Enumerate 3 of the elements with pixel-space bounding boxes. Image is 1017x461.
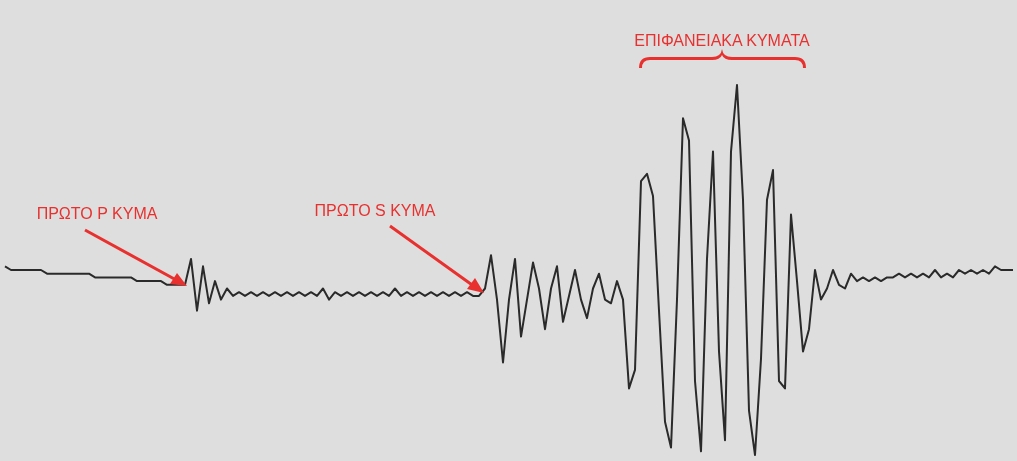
- text: ΕΠΙΦΑΝΕΙΑΚΑ ΚΥΜΑΤΑ: [634, 31, 810, 49]
- annotation: ΠΡΩΤΟ P ΚΥΜΑ: [36, 204, 158, 222]
- annotation: ΠΡΩΤΟ S ΚΥΜΑ: [314, 201, 436, 219]
